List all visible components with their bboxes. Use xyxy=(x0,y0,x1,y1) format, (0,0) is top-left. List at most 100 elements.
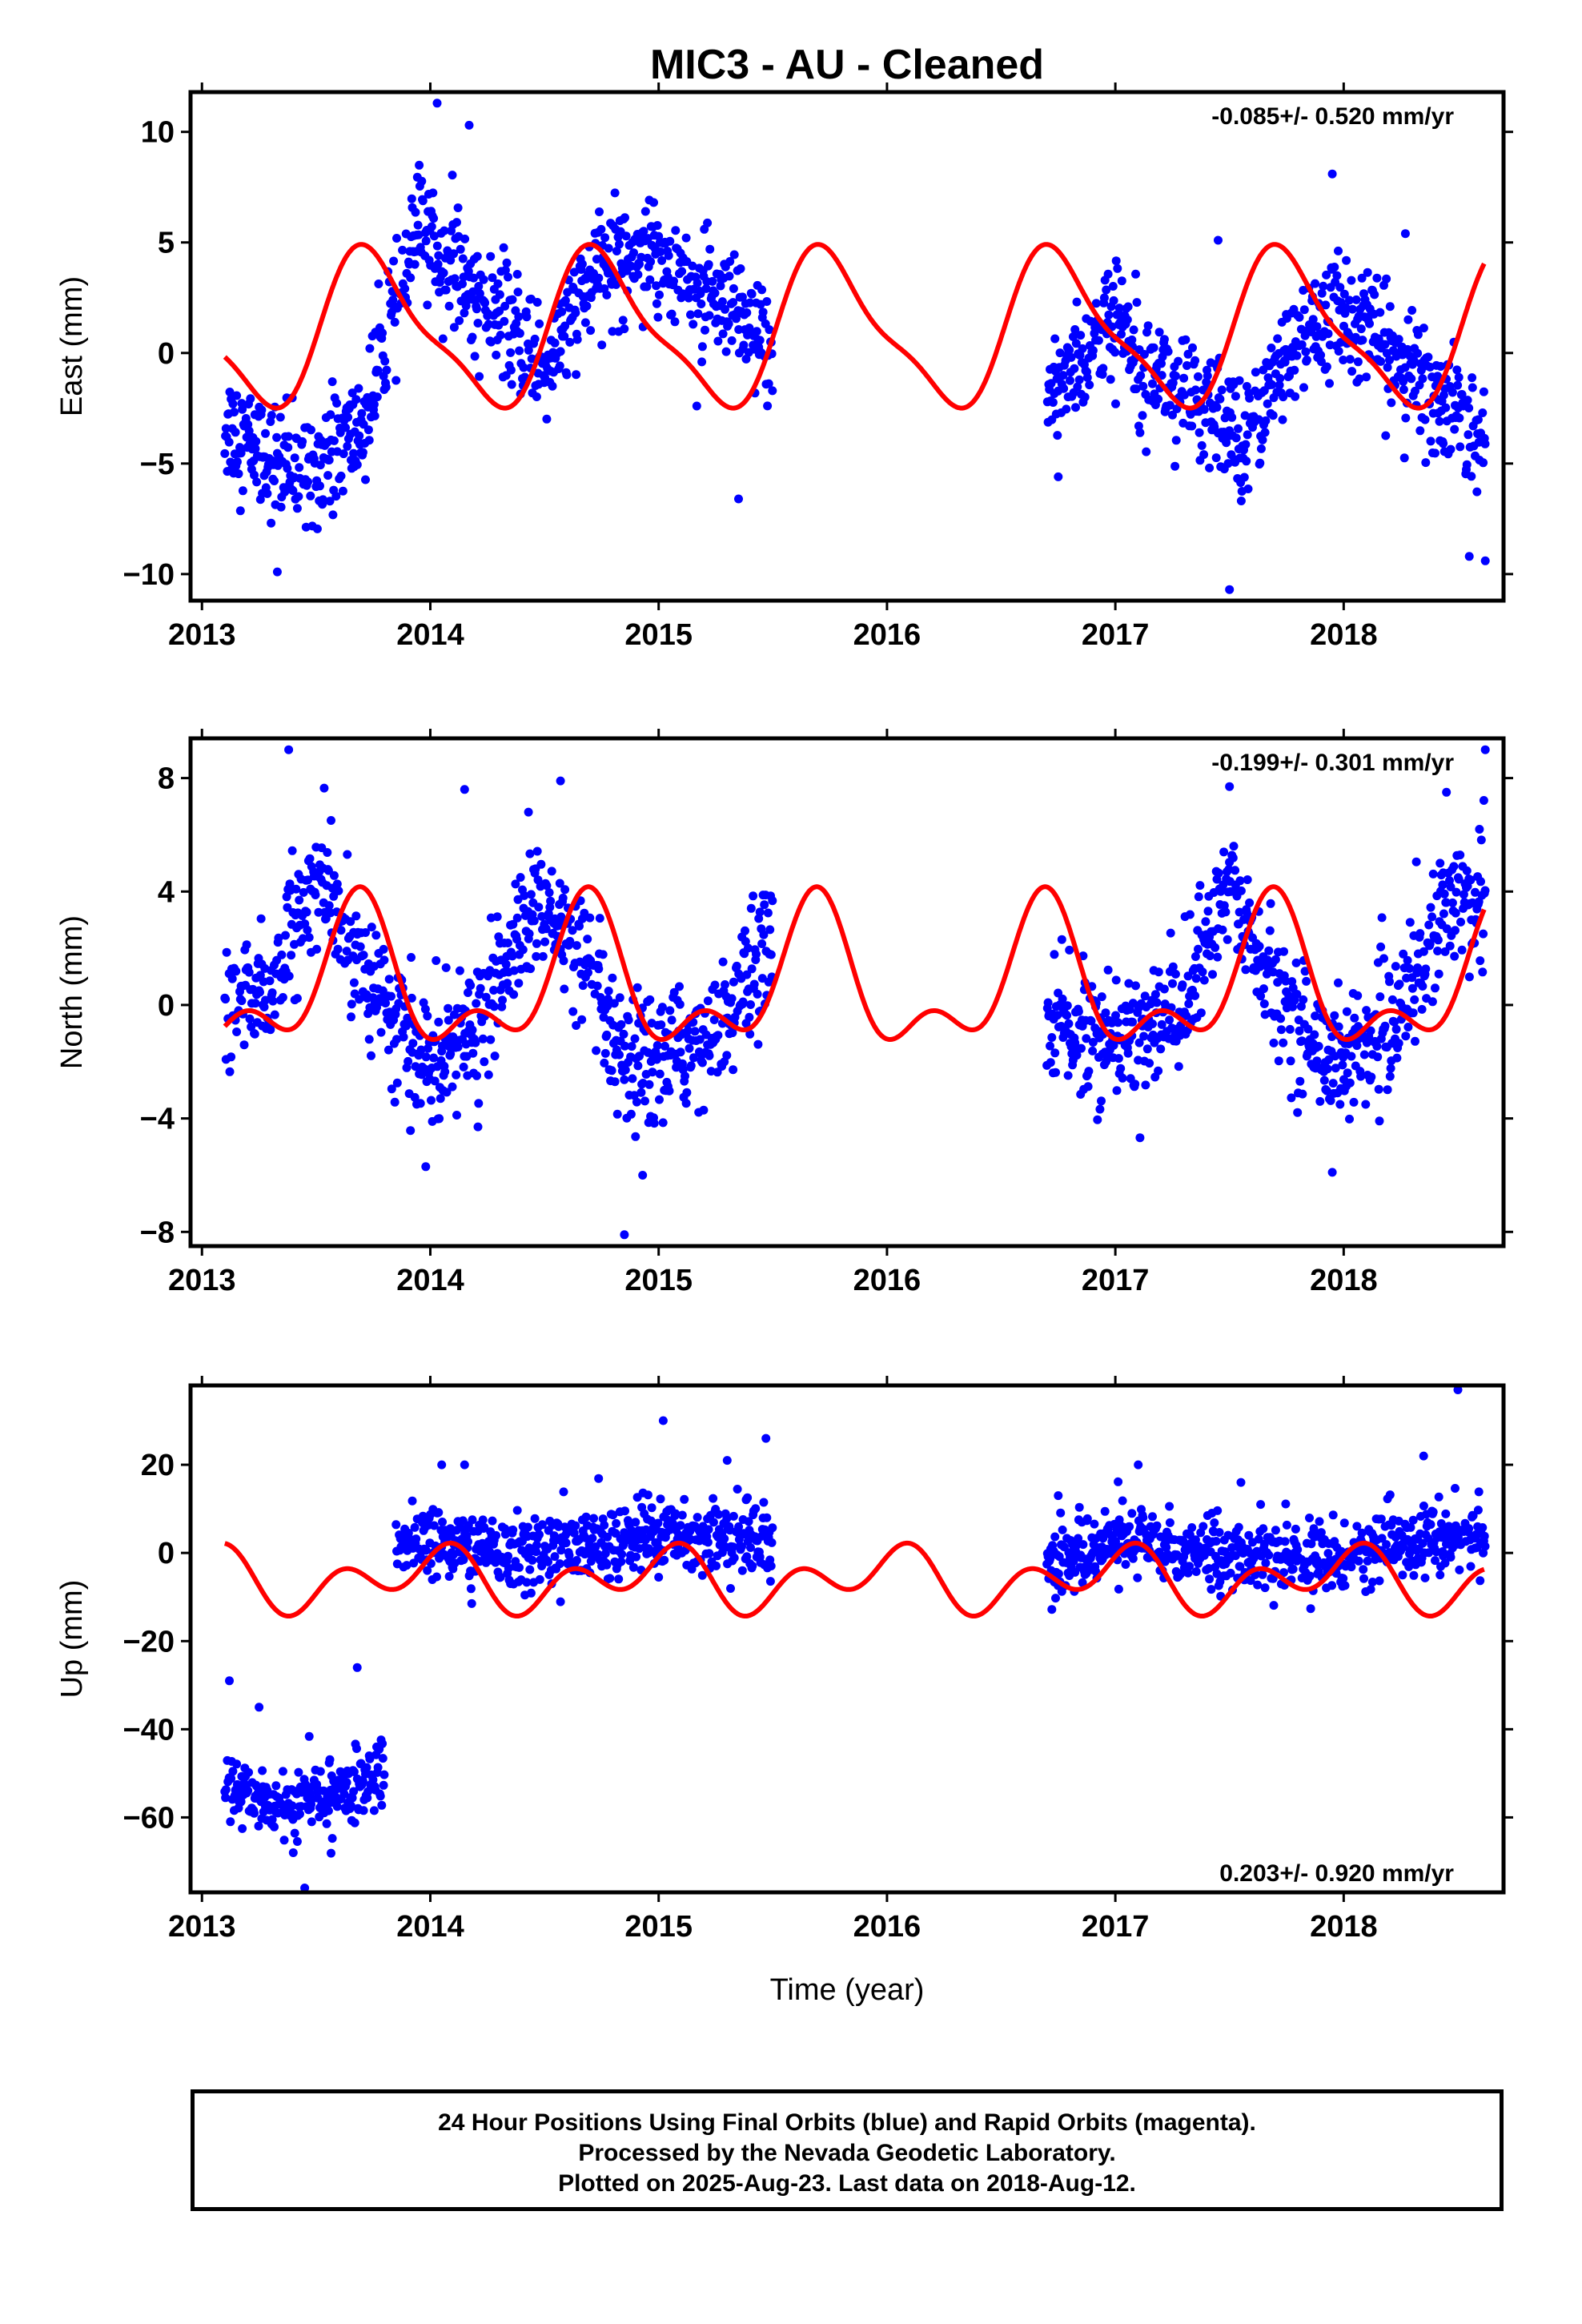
data-point xyxy=(1058,371,1068,380)
data-point xyxy=(324,901,334,911)
data-point xyxy=(1428,1507,1438,1517)
data-point xyxy=(525,1565,535,1574)
data-point xyxy=(1134,1038,1144,1047)
data-point xyxy=(244,426,254,436)
data-point xyxy=(681,233,691,243)
data-point xyxy=(1229,842,1239,851)
data-point xyxy=(479,275,488,284)
data-point xyxy=(346,917,355,927)
data-point xyxy=(450,274,460,283)
data-point xyxy=(657,255,667,265)
data-point xyxy=(729,1065,738,1075)
data-point xyxy=(568,926,577,935)
data-point xyxy=(632,1552,641,1562)
data-point xyxy=(1187,421,1197,431)
data-point xyxy=(369,400,379,409)
data-point xyxy=(1140,991,1150,1001)
data-point xyxy=(220,448,230,458)
data-point xyxy=(586,326,596,336)
data-point xyxy=(1401,413,1411,423)
data-point xyxy=(225,388,235,396)
data-point xyxy=(1428,869,1438,879)
y-tick-label: −40 xyxy=(123,1713,175,1747)
data-point xyxy=(676,1521,685,1530)
data-point xyxy=(473,319,483,328)
data-point xyxy=(336,471,346,480)
data-point xyxy=(1269,1038,1279,1047)
data-point xyxy=(608,1510,618,1520)
data-point xyxy=(692,401,701,411)
data-point xyxy=(1265,926,1275,935)
data-point xyxy=(1292,351,1302,360)
data-point xyxy=(221,995,231,1004)
data-point xyxy=(324,456,334,464)
data-point xyxy=(1234,1522,1243,1532)
data-point xyxy=(488,1516,497,1526)
data-point xyxy=(1170,969,1180,979)
data-point xyxy=(560,984,569,994)
data-point xyxy=(615,993,624,1003)
data-point xyxy=(1073,382,1082,392)
data-point xyxy=(1178,980,1187,990)
data-point xyxy=(524,345,533,355)
data-point xyxy=(500,265,510,275)
data-point xyxy=(1449,862,1459,871)
data-point xyxy=(577,1015,587,1024)
data-point xyxy=(468,1025,477,1035)
data-point xyxy=(1382,274,1391,283)
data-point xyxy=(1065,345,1074,355)
data-point xyxy=(1383,1085,1392,1095)
data-point xyxy=(1335,283,1345,292)
data-point xyxy=(534,903,544,912)
data-point xyxy=(1391,962,1400,971)
data-point xyxy=(261,428,270,438)
data-point xyxy=(239,1040,249,1050)
data-point xyxy=(384,975,394,984)
data-point xyxy=(729,977,738,987)
data-point xyxy=(1212,403,1222,412)
data-point xyxy=(1165,1015,1174,1025)
data-point xyxy=(1281,344,1291,354)
data-point xyxy=(1185,1562,1195,1571)
data-point xyxy=(1259,1524,1268,1534)
data-point xyxy=(1123,302,1133,312)
data-point xyxy=(439,268,448,278)
data-point xyxy=(1356,1072,1366,1081)
data-point xyxy=(1413,348,1423,358)
north-rate-label: -0.199+/- 0.301 mm/yr xyxy=(1211,750,1454,776)
data-point xyxy=(411,1062,420,1072)
data-point xyxy=(1139,1031,1149,1041)
data-point xyxy=(1135,1133,1145,1143)
data-point xyxy=(541,924,551,934)
data-point xyxy=(532,392,541,401)
data-point xyxy=(1361,1100,1371,1109)
data-point xyxy=(603,1001,612,1011)
data-point xyxy=(632,983,642,992)
data-point xyxy=(620,1230,629,1240)
data-point xyxy=(1128,1554,1138,1563)
data-point xyxy=(1070,364,1079,373)
data-point xyxy=(254,1821,263,1831)
data-point xyxy=(643,1490,652,1500)
data-point xyxy=(480,1522,489,1532)
data-point xyxy=(618,316,628,325)
data-point xyxy=(1317,288,1327,298)
data-point xyxy=(1438,880,1447,890)
data-point xyxy=(554,1522,564,1531)
data-point xyxy=(649,198,658,207)
data-point xyxy=(1363,1556,1372,1566)
data-point xyxy=(709,1015,719,1024)
data-point xyxy=(1074,1007,1083,1016)
data-point xyxy=(354,384,363,393)
data-point xyxy=(1210,1518,1219,1527)
y-tick-label: −5 xyxy=(140,448,175,481)
data-point xyxy=(547,866,556,876)
y-tick-label: 10 xyxy=(141,116,175,150)
data-point xyxy=(408,1039,418,1048)
data-point xyxy=(1305,1514,1314,1522)
data-point xyxy=(623,1535,632,1545)
data-point xyxy=(306,491,315,501)
data-point xyxy=(272,567,282,577)
data-point xyxy=(1421,458,1431,468)
